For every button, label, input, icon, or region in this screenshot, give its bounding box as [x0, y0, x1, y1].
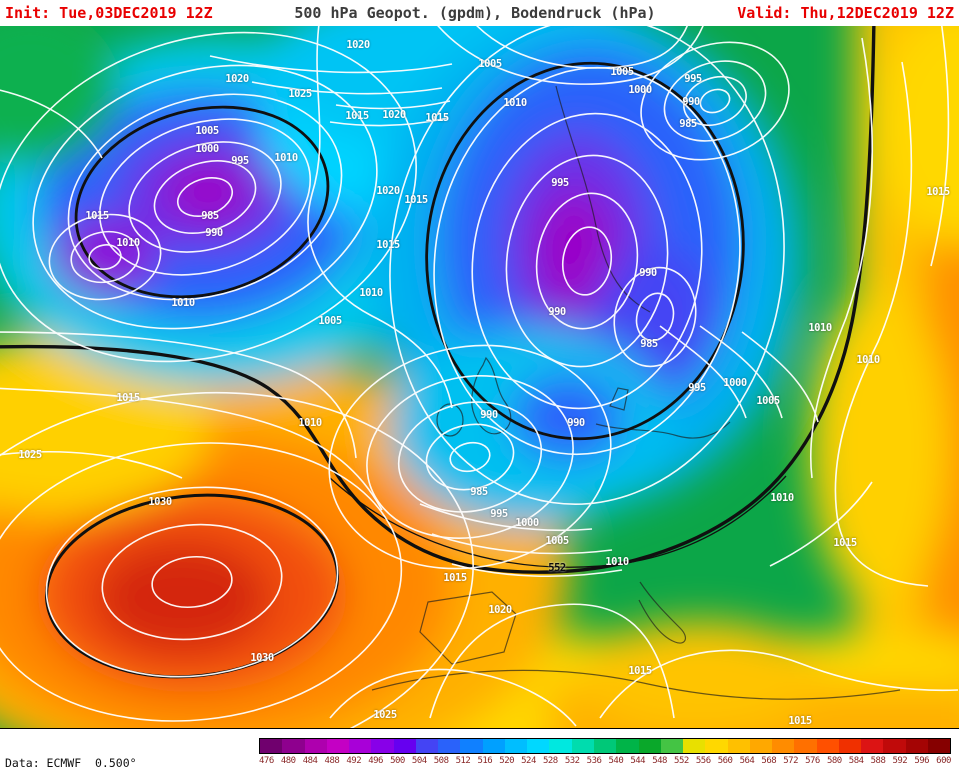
colorbar-tick-label: 572	[783, 756, 799, 766]
colorbar-tick-label: 556	[695, 756, 711, 766]
colorbar-segment	[772, 739, 795, 753]
colorbar-segment	[927, 739, 951, 753]
colorbar-tick-label: 596	[914, 756, 930, 766]
colorbar-segment	[861, 739, 884, 753]
colorbar-tick-label: 504	[411, 756, 427, 766]
colorbar-segment	[571, 739, 594, 753]
colorbar-segment	[549, 739, 572, 753]
colorbar-tick-label: 488	[324, 756, 340, 766]
colorbar-labels: 476 480 484 488 492 496 500 504 508 512 516 520 524 5…	[259, 756, 951, 766]
colorbar-tick-label: 600	[936, 756, 951, 766]
colorbar-segment	[705, 739, 728, 753]
colorbar-segment	[415, 739, 439, 753]
colorbar-segment	[527, 739, 550, 753]
colorbar-segment	[616, 739, 639, 753]
header-bar: Init: Tue,03DEC2019 12Z 500 hPa Geopot. …	[0, 0, 959, 26]
colorbar-tick-label: 532	[564, 756, 580, 766]
colorbar-segment	[816, 739, 839, 753]
colorbar-tick-label: 548	[652, 756, 667, 766]
colorbar-segment	[504, 739, 528, 753]
colorbar-segment	[593, 739, 617, 753]
colorbar-tick-label: 484	[302, 756, 318, 766]
colorbar-segment	[482, 739, 505, 753]
colorbar-tick-label: 544	[630, 756, 646, 766]
geopotential-field	[0, 26, 959, 728]
colorbar-tick-label: 528	[542, 756, 558, 766]
colorbar-tick-label: 588	[870, 756, 886, 766]
colorbar-segment	[304, 739, 327, 753]
colorbar-tick-label: 476	[259, 756, 274, 766]
color-scale: 476 480 484 488 492 496 500 504 508 512 516 520 524 5…	[259, 738, 951, 766]
colorbar-tick-label: 524	[521, 756, 536, 766]
colorbar-tick-label: 592	[892, 756, 908, 766]
colorbar-tick-label: 584	[848, 756, 864, 766]
colorbar-segment	[371, 739, 394, 753]
colorbar-tick-label: 560	[717, 756, 733, 766]
colorbar-tick-label: 500	[390, 756, 405, 766]
credits: Data: ECMWF 0.500° (C) Wetterzentrale ww…	[5, 731, 150, 770]
colorbar-segment	[438, 739, 461, 753]
colorbar-tick-label: 568	[761, 756, 777, 766]
colorbar-segment	[349, 739, 372, 753]
data-source: Data: ECMWF 0.500°	[5, 756, 137, 770]
colorbar-segment	[460, 739, 483, 753]
colorbar-tick-label: 508	[433, 756, 449, 766]
colorbar-segment	[326, 739, 350, 753]
map-title: 500 hPa Geopot. (gpdm), Bodendruck (hPa)	[294, 4, 656, 22]
pressure-contours	[0, 26, 959, 728]
colorbar-segment	[282, 739, 305, 753]
colorbar-tick-label: 520	[499, 756, 515, 766]
colorbar-tick-label: 552	[674, 756, 689, 766]
colorbar-segment	[883, 739, 906, 753]
colorbar-segment	[905, 739, 928, 753]
colorbar-segment	[260, 739, 283, 753]
colorbar-segment	[749, 739, 773, 753]
footer-bar: Data: ECMWF 0.500° (C) Wetterzentrale ww…	[0, 728, 959, 770]
colorbar-segment	[660, 739, 684, 753]
init-datetime: Init: Tue,03DEC2019 12Z	[5, 4, 213, 22]
colorbar-tick-label: 512	[455, 756, 471, 766]
colorbar-tick-label: 576	[805, 756, 820, 766]
colorbar-tick-label: 580	[826, 756, 842, 766]
colorbar-segment	[393, 739, 416, 753]
colorbar-tick-label: 564	[739, 756, 755, 766]
colorbar-segment	[794, 739, 817, 753]
colorbar-tick-label: 480	[280, 756, 296, 766]
colorbar-segment	[727, 739, 750, 753]
colorbar-tick-label: 496	[368, 756, 383, 766]
colorbar-tick-label: 536	[586, 756, 602, 766]
weather-map: 1020 1005 1005 1000 995 990 985 1020 1025 1015 102…	[0, 26, 959, 728]
colorbar-segment	[683, 739, 706, 753]
colorbar-segment	[838, 739, 862, 753]
colorbar-tick-label: 516	[477, 756, 493, 766]
colorbar-segments	[259, 738, 951, 754]
height-contours-bold	[0, 26, 876, 679]
colorbar-segment	[638, 739, 661, 753]
coastlines	[371, 85, 901, 700]
colorbar-tick-label: 492	[346, 756, 362, 766]
valid-datetime: Valid: Thu,12DEC2019 12Z	[737, 4, 954, 22]
colorbar-tick-label: 540	[608, 756, 624, 766]
